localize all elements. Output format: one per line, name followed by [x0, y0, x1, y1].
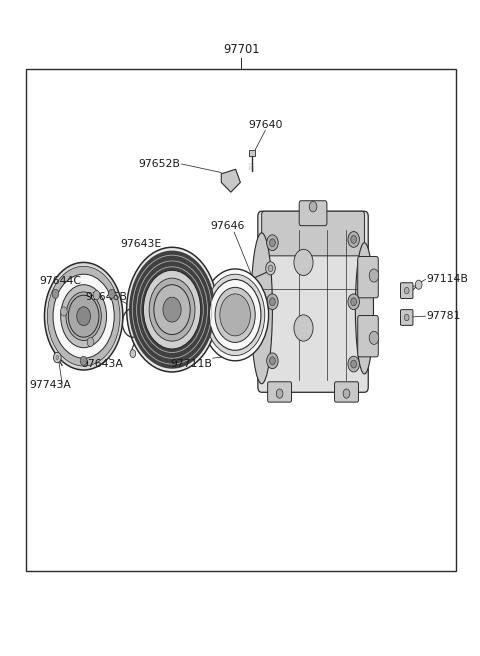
FancyBboxPatch shape	[358, 256, 378, 298]
Circle shape	[266, 262, 276, 275]
Text: 97711B: 97711B	[170, 359, 212, 369]
Circle shape	[270, 357, 276, 365]
Circle shape	[68, 295, 99, 337]
Circle shape	[215, 287, 255, 342]
Text: 97743A: 97743A	[30, 380, 72, 390]
Text: 97652B: 97652B	[139, 159, 180, 169]
Bar	[26, 69, 456, 571]
Text: 97646B: 97646B	[85, 292, 127, 302]
Circle shape	[149, 278, 195, 341]
Circle shape	[87, 337, 94, 346]
Circle shape	[54, 352, 61, 363]
Circle shape	[202, 269, 269, 361]
Circle shape	[221, 303, 248, 340]
FancyBboxPatch shape	[268, 382, 291, 402]
Text: 97643E: 97643E	[120, 239, 162, 249]
Circle shape	[53, 274, 114, 358]
Circle shape	[209, 279, 261, 350]
Circle shape	[228, 312, 241, 331]
Circle shape	[108, 289, 115, 298]
Circle shape	[351, 236, 357, 243]
Bar	[234, 303, 259, 340]
Ellipse shape	[251, 233, 273, 384]
Ellipse shape	[355, 243, 373, 374]
Polygon shape	[221, 169, 240, 192]
Circle shape	[129, 251, 215, 369]
Circle shape	[205, 274, 265, 356]
Text: 97701: 97701	[223, 43, 260, 56]
FancyBboxPatch shape	[335, 382, 359, 402]
Circle shape	[351, 360, 357, 368]
Circle shape	[127, 247, 217, 372]
Circle shape	[52, 289, 59, 298]
Circle shape	[267, 294, 278, 310]
Circle shape	[309, 201, 317, 212]
Circle shape	[348, 232, 360, 247]
Circle shape	[220, 294, 251, 336]
FancyBboxPatch shape	[299, 201, 327, 226]
Text: 97781: 97781	[427, 311, 461, 321]
Circle shape	[268, 265, 273, 272]
Circle shape	[348, 294, 360, 310]
Circle shape	[267, 235, 278, 251]
Circle shape	[48, 266, 120, 366]
FancyBboxPatch shape	[258, 211, 368, 392]
Text: 97114B: 97114B	[427, 274, 468, 285]
Circle shape	[154, 285, 190, 335]
Text: 97643A: 97643A	[82, 359, 124, 369]
Circle shape	[270, 239, 276, 247]
Circle shape	[294, 249, 313, 276]
Circle shape	[369, 331, 379, 344]
Bar	[249, 150, 255, 156]
FancyBboxPatch shape	[400, 310, 413, 325]
FancyBboxPatch shape	[262, 211, 364, 256]
FancyBboxPatch shape	[358, 316, 378, 357]
Circle shape	[45, 262, 123, 370]
Text: 97646: 97646	[210, 221, 245, 231]
Circle shape	[294, 315, 313, 341]
Circle shape	[130, 350, 136, 358]
Circle shape	[404, 314, 409, 321]
Circle shape	[80, 356, 87, 365]
Circle shape	[60, 285, 107, 348]
Circle shape	[369, 269, 379, 282]
Text: 97640: 97640	[248, 120, 283, 130]
Circle shape	[60, 307, 67, 316]
Circle shape	[348, 356, 360, 372]
Circle shape	[163, 297, 181, 322]
Circle shape	[343, 389, 350, 398]
Circle shape	[93, 291, 100, 300]
Circle shape	[415, 280, 422, 289]
Circle shape	[66, 292, 101, 340]
FancyBboxPatch shape	[400, 283, 413, 298]
Circle shape	[56, 356, 59, 359]
Circle shape	[270, 298, 276, 306]
Text: 97644C: 97644C	[40, 276, 82, 286]
Circle shape	[144, 270, 201, 349]
Circle shape	[77, 307, 91, 325]
Circle shape	[267, 353, 278, 369]
Circle shape	[351, 298, 357, 306]
Circle shape	[404, 287, 409, 294]
Circle shape	[276, 389, 283, 398]
